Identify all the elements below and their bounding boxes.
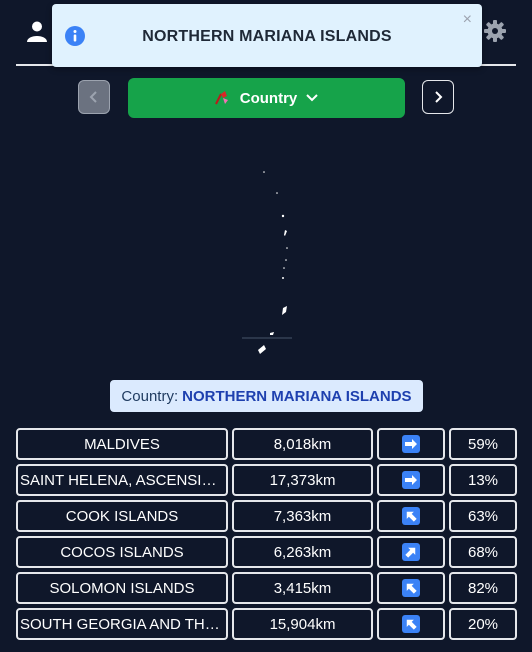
guess-direction-cell [377,500,445,532]
guess-distance: 7,363km [232,500,373,532]
info-icon [65,26,85,46]
guess-direction-cell [377,536,445,568]
north-west-arrow-icon [402,615,420,633]
table-row: SOUTH GEORGIA AND THE SOUTH SANDWICH ISL… [16,608,518,640]
previous-button[interactable] [78,80,110,114]
chevron-down-icon [306,94,318,102]
guess-name: SOUTH GEORGIA AND THE SOUTH SANDWICH ISL… [20,615,224,633]
chevron-right-icon [435,91,443,103]
guess-name-cell: MALDIVES [16,428,228,460]
chevron-left-icon [89,91,97,103]
answer-label-prefix: Country: [121,387,179,405]
country-select-button[interactable]: Country [128,78,405,118]
notification-toast: NORTHERN MARIANA ISLANDS × [52,4,482,67]
guess-name-cell: COOK ISLANDS [16,500,228,532]
guess-proximity: 13% [449,464,517,496]
guess-name-cell: SAINT HELENA, ASCENSION AND TRISTAN DA C… [16,464,228,496]
country-silhouette-map [242,171,292,354]
guess-distance: 8,018km [232,428,373,460]
guess-proximity: 59% [449,428,517,460]
table-row: COOK ISLANDS 7,363km 63% [16,500,518,532]
table-row: COCOS ISLANDS 6,263km 68% [16,536,518,568]
guess-direction-cell [377,464,445,496]
next-button[interactable] [422,80,454,114]
guess-distance: 6,263km [232,536,373,568]
north-west-arrow-icon [402,579,420,597]
guess-name-cell: COCOS ISLANDS [16,536,228,568]
guess-direction-cell [377,428,445,460]
guess-name: SAINT HELENA, ASCENSION AND TRISTAN DA C… [20,471,224,489]
guess-direction-cell [377,572,445,604]
guess-direction-cell [377,608,445,640]
guess-name: SOLOMON ISLANDS [49,579,195,597]
user-icon[interactable] [26,20,48,42]
guess-name: MALDIVES [84,435,160,453]
answer-label: Country: NORTHERN MARIANA ISLANDS [110,380,423,412]
guess-name: COCOS ISLANDS [60,543,184,561]
table-row: SOLOMON ISLANDS 3,415km 82% [16,572,518,604]
answer-country-name: NORTHERN MARIANA ISLANDS [182,387,412,405]
guess-proximity: 68% [449,536,517,568]
table-row: MALDIVES 8,018km 59% [16,428,518,460]
guess-table: MALDIVES 8,018km 59% SAINT HELENA, ASCEN… [16,428,518,644]
guess-proximity: 63% [449,500,517,532]
north-west-arrow-icon [402,507,420,525]
country-button-label: Country [239,89,298,107]
flag-emoji-icon [214,91,228,105]
east-arrow-icon [402,435,420,453]
north-east-arrow-icon [402,543,420,561]
guess-distance: 17,373km [232,464,373,496]
guess-name-cell: SOUTH GEORGIA AND THE SOUTH SANDWICH ISL… [16,608,228,640]
guess-distance: 3,415km [232,572,373,604]
guess-name: COOK ISLANDS [65,507,179,525]
toast-message: NORTHERN MARIANA ISLANDS [142,28,392,45]
guess-proximity: 20% [449,608,517,640]
guess-proximity: 82% [449,572,517,604]
gear-icon[interactable] [483,19,507,43]
table-row: SAINT HELENA, ASCENSION AND TRISTAN DA C… [16,464,518,496]
close-icon[interactable]: × [462,11,472,28]
east-arrow-icon [402,471,420,489]
guess-distance: 15,904km [232,608,373,640]
guess-name-cell: SOLOMON ISLANDS [16,572,228,604]
